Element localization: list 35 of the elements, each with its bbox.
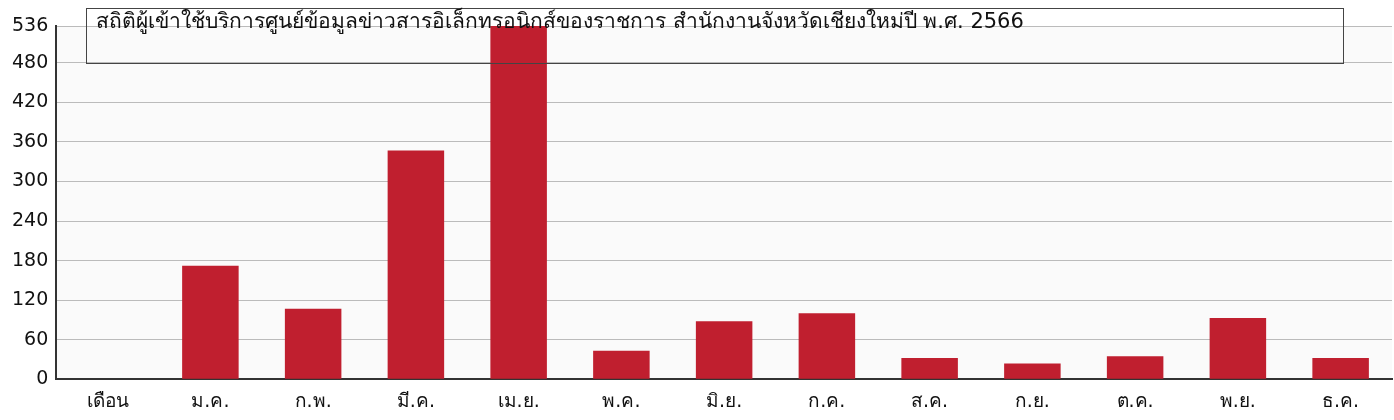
x-tick-label: ส.ค. bbox=[911, 388, 949, 411]
y-tick-label: 536 bbox=[12, 12, 49, 35]
y-tick-label: 60 bbox=[24, 326, 49, 349]
x-tick-label: ต.ค. bbox=[1116, 388, 1154, 411]
bar bbox=[284, 308, 342, 379]
x-tick-label: พ.ค. bbox=[602, 388, 641, 411]
bar bbox=[1209, 317, 1267, 379]
y-tick-label: 0 bbox=[36, 366, 49, 389]
x-tick-label: ก.ย. bbox=[1014, 388, 1050, 411]
y-tick-label: 480 bbox=[12, 49, 49, 72]
bar bbox=[1004, 363, 1061, 379]
y-tick-label: 120 bbox=[12, 287, 49, 310]
bar bbox=[182, 265, 239, 379]
x-tick-label: ธ.ค. bbox=[1322, 388, 1360, 411]
x-tick-label: ก.พ. bbox=[294, 388, 332, 411]
bar bbox=[901, 358, 958, 379]
bar bbox=[387, 150, 445, 379]
x-tick-label: มี.ค. bbox=[396, 388, 435, 411]
y-tick-label: 360 bbox=[12, 128, 49, 151]
y-tick-label: 180 bbox=[12, 247, 49, 270]
x-tick-label: มิ.ย. bbox=[706, 388, 743, 411]
x-tick-label: เม.ย. bbox=[497, 388, 540, 411]
bar bbox=[798, 313, 856, 379]
bar bbox=[695, 321, 753, 379]
y-tick-label: 240 bbox=[12, 207, 49, 230]
bar bbox=[1312, 358, 1369, 379]
bar bbox=[593, 350, 650, 379]
x-tick-label: พ.ย. bbox=[1219, 388, 1256, 411]
x-tick-label: ม.ค. bbox=[191, 388, 230, 411]
x-tick-label: เดือน bbox=[86, 388, 129, 411]
y-tick-label: 420 bbox=[12, 89, 49, 112]
x-tick-label: ก.ค. bbox=[808, 388, 846, 411]
bar bbox=[1106, 356, 1164, 379]
y-tick-label: 300 bbox=[12, 168, 49, 191]
chart-title: สถิติผู้เข้าใช้บริการศูนย์ข้อมูลข่าวสารอิเล็กทรอนิกส์ของราชการ สำนักงานจังหวัดเชียงใหม่ปี พ.ศ. 2566 bbox=[96, 8, 1025, 34]
